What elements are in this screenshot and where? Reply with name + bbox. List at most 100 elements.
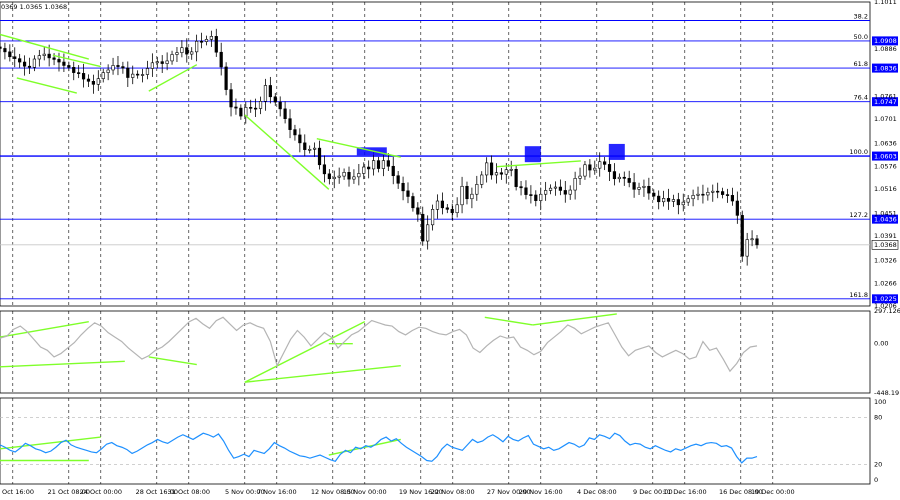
- candle-body: [298, 134, 302, 144]
- candle-body: [293, 129, 297, 136]
- candle-body: [406, 190, 410, 197]
- candle-body: [671, 199, 676, 202]
- candle-body: [126, 67, 130, 78]
- candle-body: [244, 107, 248, 117]
- x-tick-label: 21 Oct 08:00: [48, 488, 90, 496]
- candle-body: [455, 204, 459, 214]
- candle-body: [499, 172, 503, 175]
- candle-body: [691, 195, 695, 200]
- candle-body: [686, 198, 690, 203]
- candle-body: [720, 191, 725, 195]
- x-tick-label: 12 Nov 08:00: [311, 488, 355, 496]
- candle-body: [278, 101, 282, 110]
- candle-body: [273, 96, 277, 103]
- fib-price-box-label: 1.0908: [874, 37, 897, 45]
- price-trend-line: [52, 54, 101, 68]
- current-price-label: 1.0368: [874, 241, 897, 249]
- cci-trend-line: [148, 356, 197, 366]
- candle-body: [593, 167, 597, 171]
- candle-body: [411, 196, 415, 209]
- candle-body: [573, 178, 577, 191]
- price-candles: [0, 28, 759, 266]
- candle-body: [578, 175, 582, 179]
- candle-body: [136, 73, 140, 76]
- price-tick-label: 1.0701: [874, 115, 897, 123]
- price-trend-line: [316, 138, 401, 158]
- rsi-line: [0, 432, 758, 464]
- candle-body: [563, 190, 567, 195]
- candle-body: [145, 68, 150, 75]
- candle-body: [131, 73, 135, 78]
- candle-body: [22, 61, 27, 67]
- fib-ratio-label: 61.8: [854, 60, 868, 68]
- candle-body: [155, 61, 159, 64]
- x-tick-label: 28 Oct 16:00: [136, 488, 178, 496]
- trend-lines: [0, 33, 617, 462]
- candle-body: [681, 201, 685, 206]
- candle-body: [268, 85, 272, 98]
- candle-body: [8, 51, 12, 58]
- cci-trend-line: [484, 316, 533, 326]
- candle-body: [627, 178, 631, 183]
- price-tick-label: 1.0576: [874, 162, 897, 170]
- x-tick-label: 27 Nov 00:00: [487, 488, 531, 496]
- candle-body: [450, 209, 454, 214]
- fib-ratio-label: 50.0: [854, 33, 868, 41]
- candle-body: [229, 89, 233, 108]
- x-tick-label: 22 Nov 08:00: [431, 488, 475, 496]
- candle-body: [219, 51, 223, 68]
- candle-body: [209, 36, 213, 40]
- candle-body: [617, 176, 621, 180]
- candle-body: [401, 182, 405, 192]
- candle-body: [529, 194, 533, 196]
- rsi-tick-label: 0: [874, 476, 878, 484]
- candle-body: [657, 195, 661, 203]
- candle-body: [598, 161, 602, 169]
- candle-body: [170, 54, 174, 62]
- candle-body: [258, 101, 263, 109]
- candle-body: [696, 193, 700, 196]
- candle-body: [352, 176, 356, 180]
- candle-body: [140, 74, 145, 76]
- fib-ratio-label: 76.4: [854, 94, 868, 102]
- rsi-trend-line: [0, 436, 101, 450]
- price-tick-label: 1.0266: [874, 279, 897, 287]
- candle-body: [322, 164, 327, 175]
- cci-tick-label: 0.00: [874, 340, 888, 348]
- x-tick-label: 11 Dec 16:00: [663, 488, 707, 496]
- candle-body: [421, 213, 425, 242]
- cci-line: [0, 316, 758, 373]
- candle-body: [86, 78, 91, 82]
- fib-ratio-label: 100.0: [849, 148, 868, 156]
- fib-price-box-label: 1.0436: [874, 215, 897, 223]
- x-tick-label: 4 Dec 08:00: [577, 488, 617, 496]
- price-tick-label: 1.0516: [874, 185, 897, 193]
- candle-body: [357, 173, 361, 178]
- x-tick-label: 31 Oct 08:00: [168, 488, 210, 496]
- candle-body: [539, 193, 543, 201]
- candle-body: [711, 190, 715, 193]
- candle-body: [652, 192, 656, 197]
- cci-trend-line: [0, 320, 89, 338]
- candle-body: [662, 198, 666, 203]
- price-tick-label: 1.0451: [874, 209, 897, 217]
- candle-body: [180, 47, 184, 53]
- candle-body: [544, 190, 548, 195]
- candle-body: [62, 61, 66, 66]
- candle-body: [607, 164, 612, 172]
- candle-body: [435, 200, 440, 210]
- chart-grid: [0, 1, 871, 485]
- rsi-tick-label: 80: [874, 414, 882, 422]
- candle-body: [239, 107, 243, 117]
- ohlc-readout: 0369 1.0365 1.0368: [1, 3, 67, 11]
- candle-body: [57, 59, 61, 63]
- candle-body: [263, 85, 268, 102]
- cci-trend-line: [532, 313, 617, 326]
- candle-body: [13, 56, 17, 59]
- candle-body: [494, 172, 499, 176]
- x-tick-label: 29 Nov 16:00: [519, 488, 563, 496]
- candle-body: [642, 185, 646, 188]
- x-tick-label: 16 Dec 08:00: [719, 488, 763, 496]
- candle-body: [362, 166, 366, 174]
